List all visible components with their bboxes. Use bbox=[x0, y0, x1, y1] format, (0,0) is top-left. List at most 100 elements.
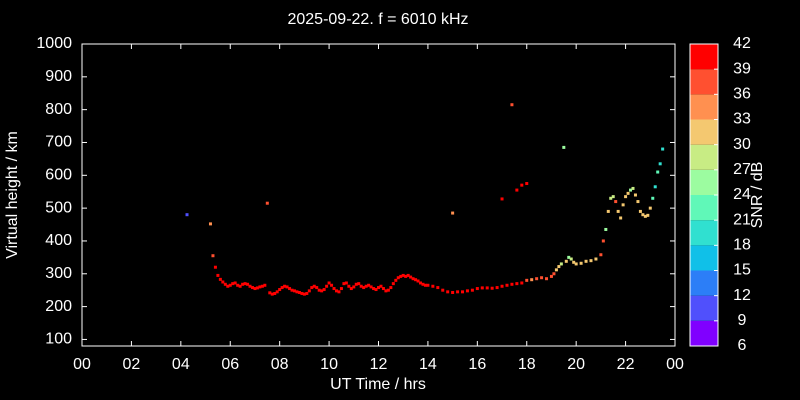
colorbar-tick-label: 24 bbox=[733, 186, 751, 203]
data-point bbox=[221, 280, 225, 284]
data-point bbox=[344, 281, 348, 285]
data-point bbox=[641, 213, 645, 217]
data-point bbox=[535, 277, 539, 281]
data-point bbox=[648, 206, 652, 210]
data-point bbox=[525, 278, 529, 282]
data-point bbox=[520, 183, 524, 187]
data-point bbox=[520, 281, 524, 285]
data-point bbox=[263, 283, 267, 287]
x-tick-label: 10 bbox=[320, 356, 338, 373]
data-point bbox=[253, 287, 257, 291]
data-point bbox=[631, 186, 635, 190]
data-point bbox=[325, 284, 329, 288]
data-point bbox=[374, 288, 378, 292]
data-point bbox=[656, 170, 660, 174]
data-point bbox=[386, 288, 390, 292]
y-tick-label: 100 bbox=[45, 331, 72, 348]
data-point bbox=[490, 286, 494, 290]
data-point bbox=[399, 274, 403, 278]
data-point bbox=[614, 200, 618, 204]
colorbar-tick-label: 12 bbox=[733, 287, 751, 304]
data-point bbox=[426, 283, 430, 287]
colorbar-swatch bbox=[690, 119, 718, 145]
data-point bbox=[515, 188, 519, 192]
data-point bbox=[288, 287, 292, 291]
y-tick-label: 600 bbox=[45, 167, 72, 184]
data-point bbox=[280, 286, 284, 290]
data-point bbox=[273, 291, 277, 295]
y-tick-label: 200 bbox=[45, 298, 72, 315]
data-point bbox=[421, 282, 425, 286]
data-point bbox=[211, 254, 215, 258]
data-point bbox=[354, 282, 358, 286]
colorbar-tick-label: 18 bbox=[733, 237, 751, 254]
data-point bbox=[349, 287, 353, 291]
data-point bbox=[549, 274, 553, 278]
data-point bbox=[248, 284, 252, 288]
data-point bbox=[364, 284, 368, 288]
data-point bbox=[377, 286, 380, 290]
colorbar-swatch bbox=[690, 195, 718, 221]
data-point bbox=[241, 282, 245, 286]
data-point bbox=[554, 268, 558, 272]
data-point bbox=[653, 185, 657, 189]
data-point bbox=[624, 195, 628, 199]
data-point bbox=[636, 200, 640, 204]
data-point bbox=[216, 273, 220, 277]
data-point bbox=[369, 285, 373, 289]
data-point bbox=[312, 284, 316, 288]
data-point bbox=[419, 281, 423, 285]
data-point bbox=[327, 281, 331, 285]
colorbar-swatch bbox=[690, 220, 718, 246]
data-point bbox=[290, 288, 294, 292]
data-point bbox=[307, 289, 311, 293]
data-point bbox=[372, 287, 376, 291]
data-point bbox=[208, 222, 212, 226]
data-point bbox=[589, 259, 593, 263]
data-point bbox=[231, 282, 235, 286]
data-point bbox=[643, 214, 647, 218]
data-point bbox=[305, 291, 309, 295]
data-point bbox=[416, 279, 420, 283]
data-point bbox=[572, 260, 576, 264]
data-point bbox=[485, 286, 489, 290]
data-point bbox=[342, 282, 346, 286]
data-point bbox=[243, 282, 247, 286]
data-point bbox=[404, 274, 408, 278]
data-point bbox=[302, 292, 306, 296]
data-point bbox=[480, 286, 484, 290]
data-point bbox=[352, 285, 356, 289]
y-tick-label: 800 bbox=[45, 101, 72, 118]
data-point bbox=[606, 209, 610, 213]
x-tick-label: 16 bbox=[468, 356, 486, 373]
data-point bbox=[223, 282, 227, 286]
x-tick-label: 02 bbox=[123, 356, 141, 373]
data-point bbox=[495, 286, 499, 290]
x-tick-label: 12 bbox=[370, 356, 388, 373]
data-point bbox=[619, 216, 623, 220]
data-point bbox=[611, 195, 615, 199]
data-point bbox=[233, 281, 237, 285]
data-point bbox=[409, 275, 413, 279]
y-tick-label: 900 bbox=[45, 68, 72, 85]
colorbar-swatch bbox=[690, 295, 718, 321]
colorbar-swatch bbox=[690, 69, 718, 95]
data-point bbox=[213, 265, 217, 269]
data-point bbox=[579, 261, 583, 265]
data-point bbox=[638, 209, 642, 213]
y-tick-label: 400 bbox=[45, 232, 72, 249]
x-tick-label: 00 bbox=[666, 356, 684, 373]
data-point bbox=[411, 277, 415, 281]
data-point bbox=[362, 286, 366, 290]
data-point bbox=[218, 277, 222, 281]
data-point bbox=[317, 288, 321, 292]
x-tick-label: 18 bbox=[518, 356, 536, 373]
data-point bbox=[255, 286, 259, 290]
data-point bbox=[337, 290, 341, 294]
data-point bbox=[236, 283, 240, 287]
x-tick-label: 00 bbox=[73, 356, 91, 373]
data-point bbox=[461, 290, 465, 294]
data-point bbox=[431, 284, 435, 288]
data-point bbox=[465, 289, 469, 293]
data-point bbox=[246, 282, 250, 286]
